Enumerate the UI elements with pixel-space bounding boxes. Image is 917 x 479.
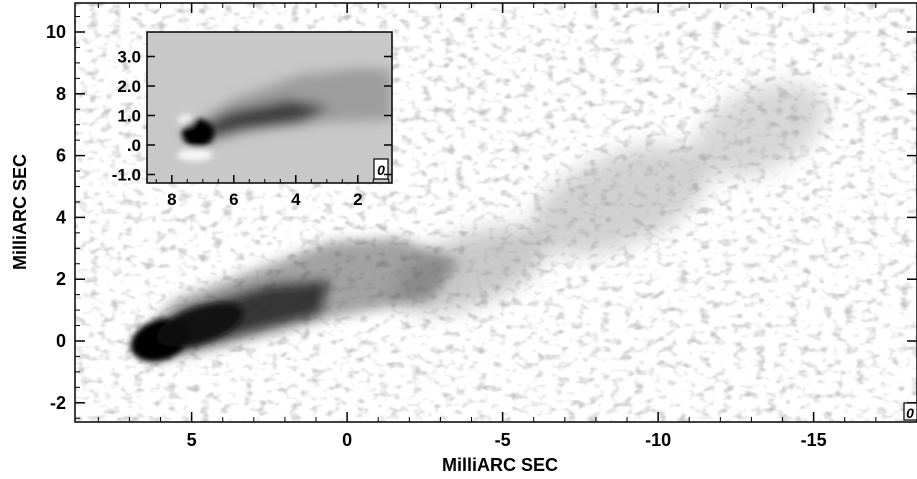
main-x-tick-label: -5 [495, 430, 511, 450]
inset-core [177, 114, 214, 161]
main-y-tick-label: 0 [56, 331, 66, 351]
inset-jet [180, 68, 392, 145]
inset-y-tick-label: .0 [127, 136, 141, 155]
inset-y-tick-label: 2.0 [117, 77, 141, 96]
main-y-tick-label: 6 [56, 146, 66, 166]
main-y-tick-label: -2 [50, 393, 66, 413]
inset-beam-marker: 0 [373, 158, 389, 180]
main-y-tick-label: 2 [56, 269, 66, 289]
main-y-tick-label: 4 [56, 207, 66, 227]
inset-axes: 8 6 4 2 3.0 2.0 1.0 .0 -1.0 [112, 48, 392, 209]
svg-text:0: 0 [906, 405, 914, 421]
svg-text:0: 0 [377, 162, 385, 178]
main-x-axis-label: MilliARC SEC [442, 455, 558, 474]
main-x-tick-label: 5 [187, 430, 197, 450]
core [130, 302, 244, 362]
inset-y-tick-label: 3.0 [117, 48, 141, 67]
main-x-tick-label: -10 [645, 430, 671, 450]
main-y-axis-label: MilliARC SEC [10, 154, 30, 270]
inset-x-tick-label: 8 [167, 190, 176, 209]
main-map-frame [74, 2, 917, 423]
main-y-tick-label: 8 [56, 84, 66, 104]
inset-y-tick-label: -1.0 [112, 166, 141, 185]
main-y-tick-label: 10 [46, 22, 66, 42]
main-beam-marker: 0 [903, 402, 917, 421]
inset-frame [146, 31, 393, 184]
inset-x-tick-label: 4 [291, 190, 301, 209]
main-x-tick-label: 0 [342, 430, 352, 450]
main-x-tick-label: -15 [801, 430, 827, 450]
inset-y-tick-label: 1.0 [117, 107, 141, 126]
inset-x-tick-label: 6 [229, 190, 238, 209]
inset-map: 0 [146, 31, 393, 184]
inset-x-tick-label: 2 [353, 190, 362, 209]
